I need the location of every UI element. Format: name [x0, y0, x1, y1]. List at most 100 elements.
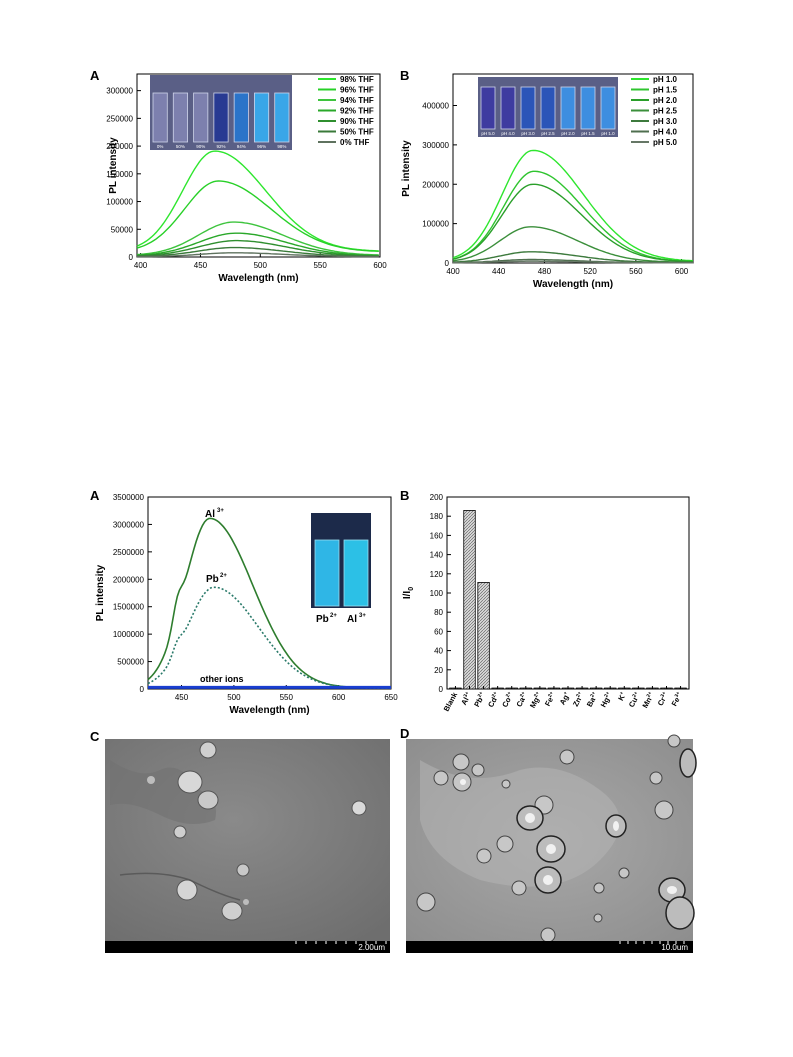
inset-vial-label: pH 5.0: [481, 131, 495, 136]
y-tick-label: 40: [434, 647, 443, 656]
category-name: Cu: [627, 695, 640, 708]
y-tick-label: 400000: [422, 102, 449, 111]
category-charge: 2+: [631, 691, 639, 699]
x-tick-label: 550: [280, 693, 294, 702]
series-line: [452, 183, 694, 263]
series-line: [136, 232, 379, 257]
sem-image-c: 2.00um: [105, 739, 390, 953]
category-label: Mn2+: [640, 691, 656, 710]
annotation-other-ions: other ions: [200, 674, 244, 684]
inset-vial-label: pH 2.5: [541, 131, 555, 136]
panel-label-top-b: B: [400, 68, 409, 83]
y-tick-label: 50000: [111, 225, 134, 234]
y-tick-label: 160: [430, 531, 444, 540]
x-tick-label: 650: [384, 693, 398, 702]
category-name: Pb: [472, 695, 485, 708]
legend-entry: pH 2.0: [653, 96, 678, 105]
y-tick-label: 500000: [117, 658, 144, 667]
y-tick-label: 200000: [106, 142, 133, 151]
sem-image-d: 10.0um: [406, 734, 697, 953]
x-tick-label: 400: [446, 267, 460, 276]
chart-top-a: 400 450 500 550 600 0 50000 100000 150000 200000 2…: [106, 73, 387, 284]
category-label: Fe3+: [670, 691, 685, 708]
legend-entry: pH 1.0: [653, 75, 678, 84]
inset-vial-label: pH 4.0: [501, 131, 515, 136]
category-charge: 2+: [477, 691, 485, 699]
x-tick-label: 500: [227, 693, 241, 702]
inset-vial: [314, 539, 340, 607]
y-tick-label: 0: [445, 259, 450, 268]
panel-label-d: D: [400, 726, 409, 741]
series-line: [452, 170, 694, 263]
inset-vial-label: pH 2.0: [561, 131, 575, 136]
y-axis-label: PL intensity: [108, 137, 119, 194]
category-charge: +: [619, 691, 626, 696]
panel-label-bottom-a: A: [90, 488, 100, 503]
category-name: Cd: [486, 695, 499, 708]
inset-vial: [480, 86, 496, 130]
inset-vial-label: 92%: [216, 144, 225, 149]
y-tick-label: 0: [439, 685, 444, 694]
inset-vial-label: 94%: [237, 144, 246, 149]
x-axis-label: Wavelength (nm): [218, 273, 298, 284]
category-label: Blank: [442, 690, 460, 713]
category-label: Cr3+: [656, 691, 671, 708]
x-axis-label: Wavelength (nm): [229, 705, 309, 716]
legend-entry: pH 1.5: [653, 86, 678, 95]
y-tick-label: 100: [430, 589, 444, 598]
y-tick-label: 250000: [106, 114, 133, 123]
category-name: Cr: [656, 696, 668, 708]
y-tick-label: 2000000: [113, 575, 145, 584]
inset-vial-label: 96%: [257, 144, 266, 149]
inset-vial: [343, 539, 369, 607]
legend-entry: 96% THF: [340, 86, 374, 95]
series-line: [136, 180, 379, 252]
y-tick-label: 150000: [106, 170, 133, 179]
category-label: Ag+: [558, 691, 572, 707]
category-name: Al: [459, 696, 470, 707]
inset-vial-label: 90%: [196, 144, 205, 149]
y-tick-label: 0: [140, 685, 145, 694]
category-label: Ba2+: [585, 691, 600, 709]
y-tick-label: 1500000: [113, 603, 145, 612]
category-charge: 2+: [646, 691, 654, 699]
category-charge: 2+: [491, 691, 499, 699]
annotation-pb-charge: 2+: [220, 573, 227, 579]
category-label: Co2+: [500, 691, 515, 709]
inset-vial: [254, 92, 270, 143]
inset-vial-label: 98%: [277, 144, 286, 149]
category-name: Hg: [599, 695, 612, 708]
category-name: Ag: [558, 693, 571, 706]
y-tick-label: 120: [430, 570, 444, 579]
y-axis-label: PL intensity: [401, 140, 412, 197]
inset-label-pb: Pb: [316, 614, 329, 625]
scale-bar-c: 2.00um: [358, 943, 385, 952]
category-charge: +: [562, 691, 569, 696]
inset-vial: [540, 86, 556, 130]
category-charge: 3+: [660, 691, 668, 699]
bar: [463, 510, 476, 690]
category-label: Mg2+: [528, 691, 544, 710]
legend-entry: 94% THF: [340, 96, 374, 105]
category-name: Fe: [543, 696, 555, 708]
legend-entry: pH 3.0: [653, 117, 678, 126]
inset-label-pb-charge: 2+: [330, 613, 337, 619]
plot-frame: [147, 496, 392, 690]
inset-vial: [172, 92, 188, 143]
x-tick-label: 520: [583, 267, 597, 276]
x-tick-label: 600: [373, 261, 387, 270]
panel-label-c: C: [90, 729, 100, 744]
plot-frame: [452, 73, 694, 264]
x-tick-label: 500: [254, 261, 268, 270]
y-tick-label: 3000000: [113, 520, 145, 529]
x-tick-label: 400: [134, 261, 148, 270]
inset-vial: [560, 86, 576, 130]
x-tick-label: 480: [538, 267, 552, 276]
series-line: [136, 239, 379, 257]
y-tick-label: 300000: [106, 87, 133, 96]
category-name: Fe: [670, 696, 682, 708]
category-charge: 2+: [575, 691, 583, 699]
series-line: [137, 246, 379, 257]
y-tick-label: 60: [434, 627, 443, 636]
